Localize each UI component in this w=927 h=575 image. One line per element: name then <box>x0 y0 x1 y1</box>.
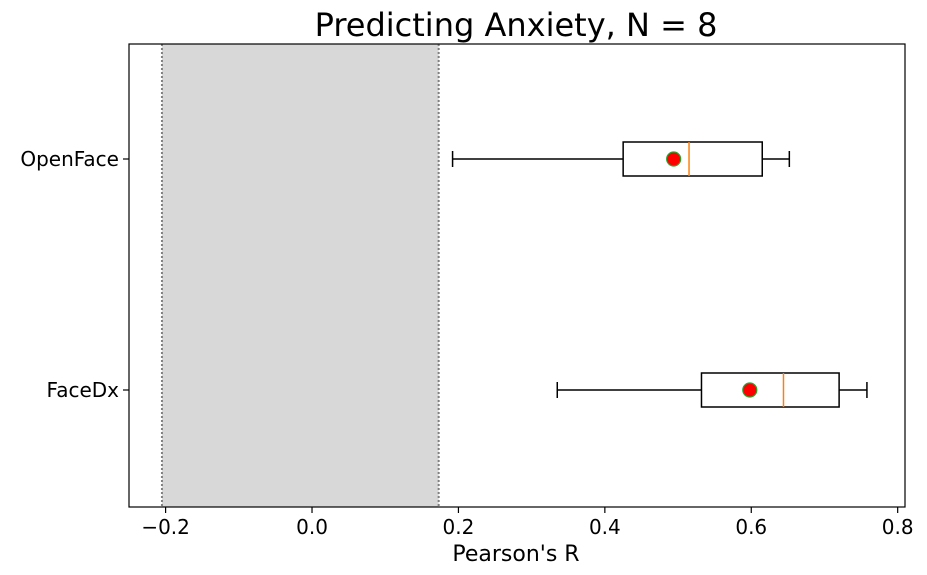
plot-area: OpenFace FaceDx −0.2 0.0 0.2 0.4 0.6 0.8 <box>20 43 914 539</box>
x-axis-label: Pearson's R <box>452 542 579 567</box>
x-tick-label: −0.2 <box>141 515 190 539</box>
mean-marker-openface <box>666 151 682 167</box>
y-tick-label-openface: OpenFace <box>20 147 119 171</box>
y-tick-label-facedx: FaceDx <box>47 378 120 402</box>
x-tick-label: 0.4 <box>589 515 621 539</box>
box-facedx <box>700 372 840 408</box>
mean-marker-facedx <box>742 382 758 398</box>
x-tick-label: 0.0 <box>296 515 328 539</box>
x-tick-label: 0.2 <box>443 515 475 539</box>
plot-frame <box>128 43 906 508</box>
shaded-region <box>161 44 439 507</box>
x-tick-label: 0.6 <box>735 515 767 539</box>
x-tick-label: 0.8 <box>882 515 914 539</box>
box-openface <box>622 141 763 177</box>
chart-title: Predicting Anxiety, N = 8 <box>315 6 718 44</box>
